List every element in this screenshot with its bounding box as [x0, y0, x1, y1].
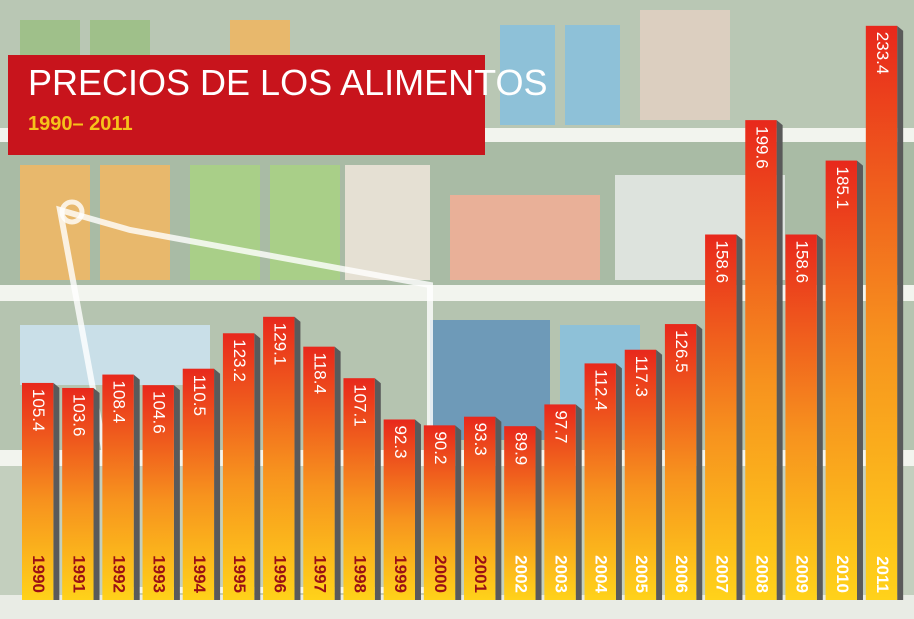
value-label: 107.1: [351, 384, 370, 427]
x-tick-label: 1990: [29, 555, 48, 593]
x-tick-label: 2008: [752, 555, 771, 593]
bar-side: [736, 235, 742, 600]
bar: [785, 235, 816, 600]
value-label: 112.4: [592, 369, 611, 410]
chart: PRECIOS DE LOS ALIMENTOS 1990– 2011 105.…: [0, 0, 914, 619]
x-tick-label: 1993: [150, 555, 169, 593]
value-label: 117.3: [632, 356, 651, 397]
bar-side: [294, 317, 300, 600]
bar-side: [174, 385, 180, 600]
bar-side: [656, 350, 662, 600]
bar-side: [817, 235, 823, 600]
bar-side: [857, 161, 863, 600]
bar: [705, 235, 736, 600]
x-tick-label: 1991: [69, 555, 88, 593]
bar-side: [53, 383, 59, 600]
bar-side: [94, 388, 100, 600]
x-tick-label: 2002: [511, 555, 530, 593]
bar-side: [696, 324, 702, 600]
x-tick-label: 1996: [270, 555, 289, 593]
bar-side: [495, 417, 501, 600]
value-label: 103.6: [69, 394, 88, 437]
value-label: 90.2: [431, 431, 450, 464]
bar-side: [576, 404, 582, 600]
value-label: 92.3: [391, 425, 410, 458]
bar: [866, 26, 897, 600]
x-tick-label: 2004: [592, 555, 611, 593]
value-label: 126.5: [672, 330, 691, 373]
x-tick-label: 2006: [672, 555, 691, 593]
x-tick-label: 2007: [712, 555, 731, 593]
x-tick-label: 1992: [110, 555, 129, 593]
value-label: 158.6: [712, 241, 731, 284]
x-tick-label: 2000: [431, 555, 450, 593]
bar-side: [254, 333, 260, 600]
value-label: 233.4: [873, 32, 892, 75]
x-tick-label: 2010: [833, 555, 852, 593]
bar-side: [375, 378, 381, 600]
value-label: 105.4: [29, 389, 48, 432]
chart-title: PRECIOS DE LOS ALIMENTOS: [28, 62, 548, 103]
bar-side: [335, 347, 341, 600]
value-label: 129.1: [270, 323, 289, 366]
x-tick-label: 2009: [793, 555, 812, 593]
value-label: 199.6: [752, 126, 771, 169]
x-tick-label: 1998: [351, 555, 370, 593]
x-tick-label: 1994: [190, 555, 209, 593]
value-label: 123.2: [230, 339, 249, 382]
x-tick-label: 1995: [230, 555, 249, 593]
bar: [745, 120, 776, 600]
value-label: 97.7: [552, 410, 571, 443]
bar-side: [214, 369, 220, 600]
bar: [826, 161, 857, 600]
value-label: 89.9: [511, 432, 530, 465]
bar-side: [897, 26, 903, 600]
value-label: 93.3: [471, 423, 490, 456]
value-label: 104.6: [150, 391, 169, 434]
value-label: 108.4: [110, 381, 129, 424]
value-label: 110.5: [190, 375, 209, 416]
x-tick-label: 2005: [632, 555, 651, 593]
bar-side: [134, 375, 140, 600]
x-tick-label: 2011: [873, 556, 892, 593]
bar-side: [777, 120, 783, 600]
x-tick-label: 2001: [471, 555, 490, 593]
bar-side: [455, 425, 461, 600]
bar-side: [536, 426, 542, 600]
value-label: 185.1: [833, 167, 852, 210]
value-label: 158.6: [793, 241, 812, 284]
x-tick-label: 1999: [391, 555, 410, 593]
x-tick-label: 1997: [310, 555, 329, 593]
value-label: 118.4: [310, 353, 329, 394]
bar-side: [616, 363, 622, 600]
chart-subtitle: 1990– 2011: [28, 113, 133, 135]
bar-side: [415, 419, 421, 600]
x-tick-label: 2003: [552, 555, 571, 593]
